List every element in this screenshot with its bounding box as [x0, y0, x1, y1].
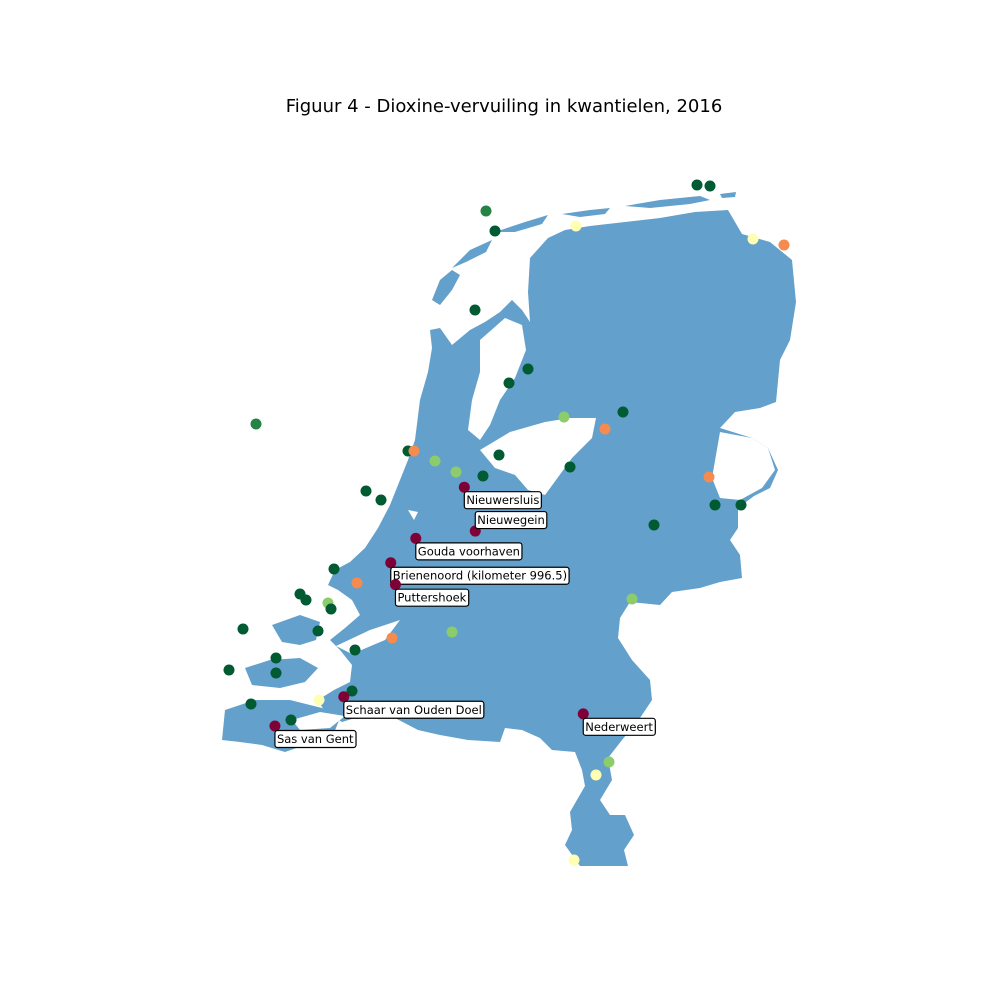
station-marker [237, 623, 249, 635]
station-marker [408, 445, 420, 457]
station-label: Nieuwegein [477, 513, 545, 527]
station-marker [691, 179, 703, 191]
station-label-box [463, 491, 542, 510]
station-marker [503, 377, 515, 389]
station-labels: Nieuwersluis Nieuwegein Gouda voorhaven Bri… [269, 481, 656, 749]
station-label: Schaar van Ouden Doel [346, 703, 482, 717]
map-title: Figuur 4 - Dioxine-vervuiling in kwantie… [285, 96, 723, 117]
station-marker-labelled [410, 532, 422, 544]
station-marker-labelled [458, 481, 470, 493]
station-marker [285, 714, 297, 726]
station-marker [270, 652, 282, 664]
station-label-box [390, 566, 570, 585]
station-label-box [415, 542, 523, 561]
station-marker [522, 363, 534, 375]
station-marker [346, 685, 358, 697]
station-marker [599, 423, 611, 435]
station-label: Sas van Gent [277, 732, 354, 746]
station-marker [469, 304, 481, 316]
station-marker [386, 632, 398, 644]
station-marker-labelled [385, 557, 397, 569]
station-marker [300, 594, 312, 606]
station-marker [250, 418, 262, 430]
station-label: Nieuwersluis [466, 493, 539, 507]
station-label: Gouda voorhaven [418, 544, 520, 558]
station-marker [328, 563, 340, 575]
station-marker [360, 485, 372, 497]
station-marker-labelled [389, 579, 401, 591]
station-label-box [394, 588, 470, 607]
station-marker [590, 769, 602, 781]
station-marker [778, 239, 790, 251]
station-marker [270, 667, 282, 679]
station-marker [245, 698, 257, 710]
station-marker [429, 455, 441, 467]
station-marker [313, 694, 325, 706]
station-marker [349, 644, 361, 656]
station-marker [570, 220, 582, 232]
station-label-box [582, 717, 656, 736]
station-marker [735, 499, 747, 511]
station-label: Nederweert [585, 720, 653, 734]
station-marker [493, 449, 505, 461]
station-marker [648, 519, 660, 531]
station-marker [446, 626, 458, 638]
station-label-box [343, 700, 485, 719]
station-marker [564, 461, 576, 473]
station-label-box [474, 510, 548, 530]
station-marker [704, 180, 716, 192]
station-label: Brienenoord (kilometer 996.5) [393, 569, 567, 583]
station-marker [351, 577, 363, 589]
station-marker [558, 411, 570, 423]
station-marker-labelled [577, 708, 589, 720]
station-marker [626, 593, 638, 605]
station-label-box [274, 729, 357, 749]
station-marker [747, 233, 759, 245]
station-marker [603, 756, 615, 768]
station-marker [477, 470, 489, 482]
station-marker [375, 494, 387, 506]
station-marker [312, 625, 324, 637]
station-marker [568, 854, 580, 866]
station-marker [703, 471, 715, 483]
station-marker [450, 466, 462, 478]
station-marker [617, 406, 629, 418]
station-marker [480, 205, 492, 217]
station-marker [325, 603, 337, 615]
station-marker-labelled [269, 720, 281, 732]
station-marker [223, 664, 235, 676]
station-marker [489, 225, 501, 237]
station-label: Puttershoek [397, 591, 466, 605]
station-marker-labelled [338, 691, 350, 703]
station-marker [709, 499, 721, 511]
